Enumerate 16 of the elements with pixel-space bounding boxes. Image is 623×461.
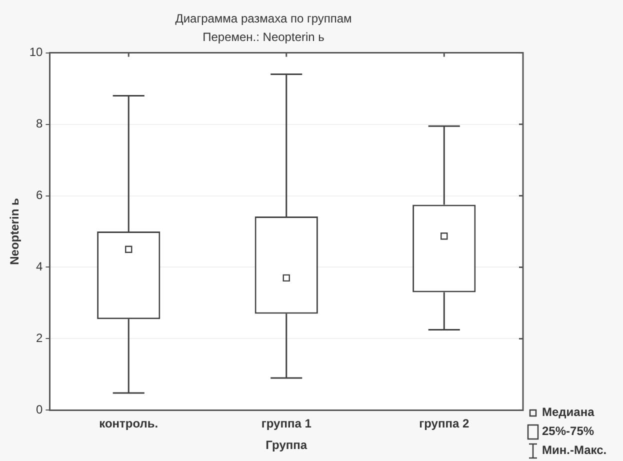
y-tick-label: 10 bbox=[29, 45, 44, 60]
chart-subtitle: Перемен.: Neopterin ь bbox=[202, 30, 324, 44]
x-axis-title: Группа bbox=[266, 438, 308, 452]
text: Мин.-Макс. bbox=[542, 442, 607, 459]
y-tick-label: 2 bbox=[36, 331, 44, 346]
x-tick-label: контроль. bbox=[99, 416, 158, 431]
y-tick-label: 4 bbox=[36, 260, 44, 274]
text: 25%-75% bbox=[542, 423, 594, 440]
x-tick-label: группа 2 bbox=[419, 416, 470, 431]
y-tick-label: 8 bbox=[36, 116, 44, 131]
x-tick-label: группа 1 bbox=[261, 416, 312, 431]
y-tick-label: 0 bbox=[36, 402, 44, 417]
y-axis-title: Neopterin ь bbox=[8, 198, 22, 265]
text: Медиана bbox=[542, 404, 594, 421]
chart-title: Диаграмма размаха по группам bbox=[175, 12, 352, 26]
y-tick-label: 6 bbox=[36, 188, 44, 202]
